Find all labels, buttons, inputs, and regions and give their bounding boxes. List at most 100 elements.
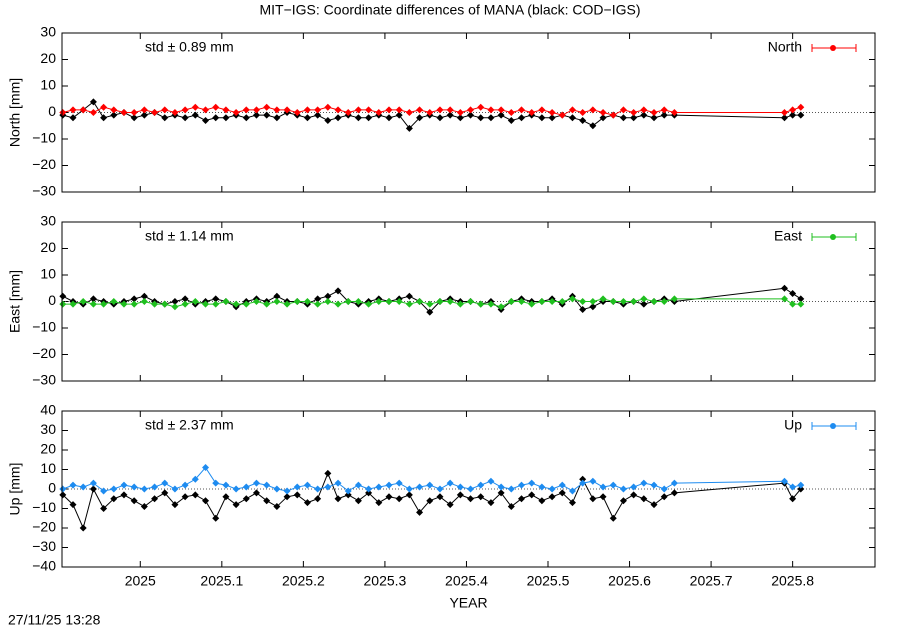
data-point — [202, 300, 210, 308]
data-point — [69, 481, 77, 489]
data-point — [467, 495, 475, 503]
series-line — [62, 106, 801, 116]
data-point — [568, 487, 576, 495]
data-point — [579, 475, 587, 483]
data-point — [395, 495, 403, 503]
data-point — [354, 106, 362, 114]
data-point — [599, 114, 607, 122]
data-point — [130, 295, 138, 303]
x-tick-label: 2025.7 — [690, 573, 733, 589]
data-point — [79, 483, 87, 491]
data-point — [789, 300, 797, 308]
data-point — [263, 481, 271, 489]
data-point — [59, 292, 67, 300]
data-point — [507, 503, 515, 511]
data-point — [487, 114, 495, 122]
data-point — [789, 111, 797, 119]
data-point — [171, 298, 179, 305]
data-point — [456, 109, 464, 116]
data-point — [416, 508, 424, 516]
data-point — [518, 106, 526, 114]
data-point — [405, 491, 413, 499]
plot-frame — [61, 410, 876, 568]
data-point — [283, 487, 291, 495]
data-point — [293, 298, 301, 305]
data-point — [161, 106, 169, 114]
x-tick-label: 2025.5 — [527, 573, 570, 589]
data-point — [548, 493, 556, 501]
data-point — [293, 109, 301, 116]
data-point — [436, 106, 444, 114]
data-point — [436, 485, 444, 493]
y-tick-label: −10 — [32, 499, 56, 515]
annotation: std ± 1.14 mm — [145, 228, 234, 244]
data-point — [477, 114, 485, 122]
data-point — [283, 493, 291, 501]
panel: −30 −20 −10 0 10 20 30 East [mm] East std ± 1.14 … — [7, 213, 876, 388]
data-point — [344, 487, 352, 495]
y-tick-label: 20 — [40, 239, 56, 255]
data-point — [130, 483, 138, 491]
data-point — [110, 298, 118, 305]
series-line — [62, 472, 802, 530]
data-point — [640, 479, 648, 487]
data-point — [579, 298, 587, 305]
data-point — [630, 483, 638, 491]
data-point — [456, 114, 464, 122]
data-point — [426, 308, 434, 316]
data-point — [426, 109, 434, 116]
data-point — [507, 485, 515, 493]
y-tick-label: 10 — [40, 266, 56, 282]
data-point — [202, 497, 210, 505]
data-point — [283, 300, 291, 308]
data-point — [222, 298, 230, 305]
data-point — [416, 483, 424, 491]
data-point — [303, 106, 311, 114]
data-point — [69, 501, 77, 509]
data-point — [518, 298, 526, 305]
data-point — [314, 106, 322, 114]
data-point — [354, 114, 362, 122]
data-point — [212, 479, 220, 487]
data-point — [385, 298, 393, 305]
data-point — [140, 111, 148, 119]
data-point — [334, 495, 342, 503]
data-point — [324, 469, 332, 477]
data-point — [252, 106, 260, 114]
data-point — [365, 300, 373, 308]
data-point — [609, 481, 617, 489]
data-point — [222, 481, 230, 489]
legend-label: East — [774, 228, 802, 244]
data-point — [507, 298, 515, 305]
data-point — [467, 298, 475, 305]
data-point — [324, 298, 332, 305]
series-line — [62, 298, 801, 308]
data-point — [528, 109, 536, 116]
data-point — [365, 114, 373, 122]
data-point — [273, 298, 281, 305]
data-point — [375, 499, 383, 507]
data-point — [670, 295, 678, 303]
x-tick-label: 2025.4 — [445, 573, 488, 589]
x-tick-label: 2025.2 — [282, 573, 325, 589]
data-point — [161, 489, 169, 497]
series-line — [62, 101, 801, 130]
plot-frame — [61, 32, 876, 193]
data-point — [79, 524, 87, 532]
data-point — [232, 501, 240, 509]
data-point — [650, 481, 658, 489]
data-point — [518, 481, 526, 489]
data-point — [456, 300, 464, 308]
data-point — [436, 298, 444, 305]
data-point — [79, 106, 87, 114]
data-point — [252, 298, 260, 305]
data-point — [568, 106, 576, 114]
data-point — [69, 106, 77, 114]
data-point — [161, 300, 169, 308]
data-point — [395, 298, 403, 305]
data-point — [120, 109, 128, 116]
data-point — [650, 501, 658, 509]
data-point — [212, 514, 220, 522]
data-point — [640, 495, 648, 503]
data-point — [314, 300, 322, 308]
